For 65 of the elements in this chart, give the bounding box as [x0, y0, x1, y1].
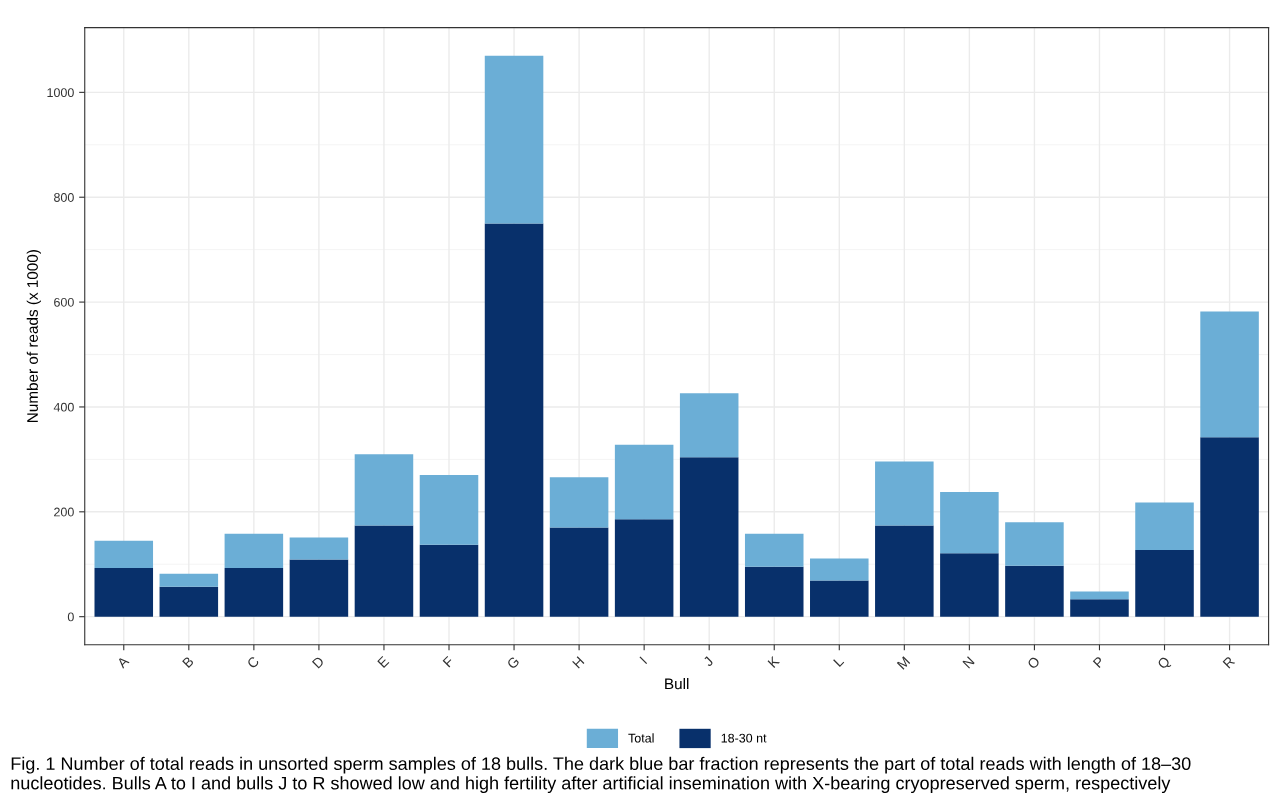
bar — [354, 454, 414, 526]
x-tick-label: C — [246, 655, 260, 669]
x-tick-label: E — [377, 655, 390, 669]
y-axis-title: Number of reads (x 1000) — [26, 250, 41, 422]
bar — [159, 573, 219, 587]
bar — [1070, 599, 1129, 617]
bar — [159, 586, 219, 617]
x-tick-label: F — [442, 655, 455, 668]
bar — [1005, 565, 1064, 617]
bar — [614, 444, 674, 520]
x-tick-label: P — [1092, 656, 1105, 669]
bar — [94, 540, 154, 568]
bar — [484, 223, 544, 617]
bar — [419, 475, 479, 545]
x-tick-label: D — [311, 655, 325, 669]
x-tick-label: M — [896, 656, 911, 670]
bar — [549, 527, 609, 617]
bar — [289, 537, 349, 560]
x-tick-label: O — [1026, 655, 1041, 670]
x-tick-label: J — [702, 656, 714, 668]
x-tick-label: A — [116, 655, 130, 669]
x-tick-label: H — [572, 656, 585, 669]
bar — [810, 558, 869, 581]
x-tick-label: G — [506, 656, 520, 670]
bar — [744, 533, 804, 567]
bar — [94, 567, 154, 617]
bar — [940, 553, 999, 617]
bar — [224, 567, 284, 617]
y-tick-label: 400 — [53, 402, 74, 412]
x-tick-label: K — [767, 655, 780, 669]
y-tick-label: 600 — [54, 297, 74, 307]
bar — [224, 533, 284, 568]
bar — [810, 580, 869, 617]
bar — [875, 525, 934, 617]
x-tick-label: B — [182, 656, 195, 669]
caption: Fig. 1 Number of total reads in unsorted sperm samples of 18 bulls. The dark blue bar fraction represents the part of total reads with length of 18–30 nucleotides. Bulls A to I and bulls J to R showed low and high fertility after artificial insemination with X-bearing cryopreserved sperm, respectively — [11, 756, 1191, 794]
bar — [940, 491, 999, 554]
bar — [419, 544, 479, 617]
bar — [1200, 311, 1259, 438]
y-tick-label: 1000 — [47, 88, 74, 98]
bar — [1070, 591, 1129, 600]
y-tick-label: 0 — [67, 612, 74, 622]
legend-label: Total — [628, 733, 654, 743]
bar — [1135, 502, 1194, 551]
x-tick-label: L — [833, 655, 845, 667]
bar — [744, 566, 804, 617]
legend-label: 18-30 nt — [721, 733, 767, 743]
x-tick-label: R — [1222, 655, 1236, 669]
x-tick-label: N — [962, 656, 975, 669]
bar — [1005, 522, 1064, 566]
bar — [1135, 550, 1194, 617]
bar — [1200, 437, 1259, 617]
x-tick-label: I — [639, 656, 648, 665]
y-tick-label: 200 — [54, 507, 74, 517]
bar — [549, 477, 609, 528]
bar — [679, 457, 739, 617]
y-tick-label: 800 — [54, 193, 74, 202]
bar — [679, 393, 739, 458]
bar — [289, 559, 349, 617]
x-axis-title: Bull — [665, 678, 689, 690]
bar — [354, 525, 414, 617]
bar — [484, 55, 544, 224]
x-tick-label: Q — [1156, 655, 1173, 672]
bar — [614, 519, 674, 617]
bar — [875, 461, 934, 526]
